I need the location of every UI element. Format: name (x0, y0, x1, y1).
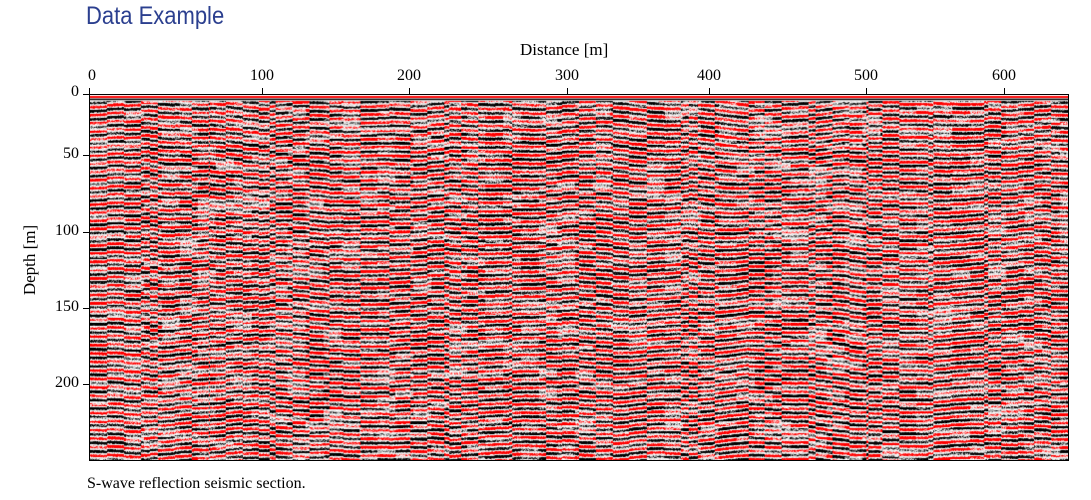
x-tick (866, 88, 867, 94)
y-axis-label: Depth [m] (20, 224, 39, 296)
y-tick-label: 50 (63, 145, 79, 163)
x-tick (262, 88, 263, 94)
y-tick (83, 155, 89, 156)
x-axis-label: Distance [m] (520, 40, 609, 59)
x-tick-label: 300 (555, 67, 579, 84)
x-tick-label: 500 (854, 67, 878, 84)
x-tick (409, 88, 410, 94)
y-tick-label: 0 (71, 83, 79, 101)
x-tick-label: 0 (88, 67, 96, 84)
y-tick-label: 100 (55, 222, 79, 240)
x-tick (89, 88, 90, 94)
y-tick-label: 150 (55, 298, 79, 316)
x-tick-label: 200 (397, 67, 421, 84)
x-tick (709, 88, 710, 94)
x-tick-label: 600 (992, 67, 1016, 84)
x-tick-label: 400 (697, 67, 721, 84)
section-heading: Data Example (86, 2, 225, 30)
y-tick (83, 232, 89, 233)
y-tick (83, 94, 89, 95)
y-tick (83, 384, 89, 385)
seismic-section-plot (89, 94, 1069, 461)
x-tick (1004, 88, 1005, 94)
x-tick (567, 88, 568, 94)
seismic-heatmap (90, 95, 1068, 460)
y-tick (83, 308, 89, 309)
y-tick-label: 200 (55, 374, 79, 392)
x-tick-label: 100 (250, 67, 274, 84)
figure-caption: S-wave reflection seismic section. (87, 475, 306, 492)
